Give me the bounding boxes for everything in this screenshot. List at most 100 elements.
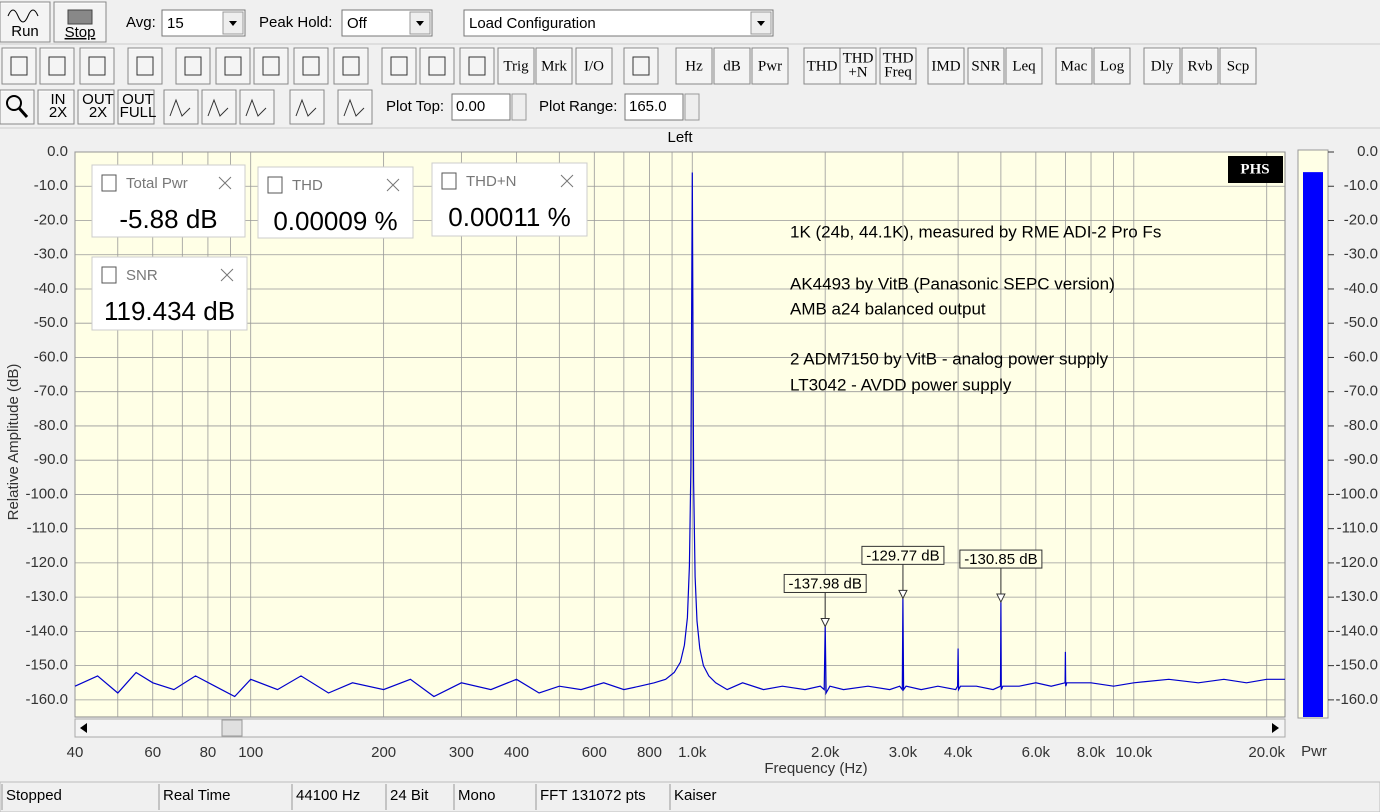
icon-button[interactable] — [381, 47, 417, 85]
scroll-thumb[interactable] — [221, 719, 243, 737]
readout-widget[interactable]: SNR 119.434 dB — [91, 256, 248, 331]
widget-value: -5.88 dB — [119, 204, 217, 234]
x-tick-label: 60 — [144, 744, 161, 761]
meter-tick-label: -60.0 — [1344, 348, 1378, 365]
icon-button[interactable] — [127, 47, 163, 85]
icon-glyph — [302, 56, 320, 76]
tool-button-label: Freq — [884, 64, 912, 80]
stop-button[interactable]: Stop — [53, 1, 107, 43]
button-face — [459, 47, 495, 85]
zoom-button-label: OUT — [82, 91, 114, 108]
icon-button[interactable] — [333, 47, 369, 85]
widget-icon — [267, 176, 283, 194]
tool-button-label: dB — [723, 58, 741, 74]
button-face — [381, 47, 417, 85]
status-text: 24 Bit — [390, 787, 429, 804]
zoom-button-label: FULL — [120, 104, 157, 121]
tool-button[interactable]: Rvb — [1181, 47, 1219, 85]
icon-button[interactable] — [1, 47, 37, 85]
spinner[interactable] — [684, 93, 700, 121]
tool-button[interactable]: Mrk — [535, 47, 573, 85]
icon-glyph — [224, 56, 242, 76]
readout-widget[interactable]: Total Pwr -5.88 dB — [91, 164, 246, 238]
zoom-button[interactable] — [0, 89, 35, 125]
icon-button[interactable] — [163, 89, 199, 125]
icon-button[interactable] — [459, 47, 495, 85]
icon-button[interactable] — [239, 89, 275, 125]
icon-button[interactable] — [201, 89, 237, 125]
tool-button-label: Scp — [1227, 58, 1250, 74]
button-face — [337, 89, 373, 125]
widget-value: 119.434 dB — [104, 296, 235, 326]
icon-glyph — [207, 98, 229, 117]
tool-button[interactable]: IMD — [927, 47, 965, 85]
tool-button[interactable]: dB — [713, 47, 751, 85]
y-tick-label: -30.0 — [34, 246, 68, 263]
tool-button[interactable]: Mac — [1055, 47, 1093, 85]
status-text: Stopped — [6, 787, 62, 804]
tool-button[interactable]: SNR — [967, 47, 1005, 85]
y-tick-label: -120.0 — [25, 554, 68, 571]
config-select[interactable]: Load Configuration — [463, 9, 774, 37]
widget-icon — [441, 172, 457, 190]
icon-button[interactable] — [175, 47, 211, 85]
spinner[interactable] — [511, 93, 527, 121]
scroll-left[interactable] — [80, 723, 87, 733]
icon-button[interactable] — [79, 47, 115, 85]
readout-widget[interactable]: THD+N 0.00011 % — [431, 162, 588, 237]
tool-button[interactable]: Dly — [1143, 47, 1181, 85]
tool-button[interactable]: Log — [1093, 47, 1131, 85]
plot-range-input[interactable] — [624, 93, 684, 121]
x-tick-label: 1.0k — [678, 744, 707, 761]
icon-glyph — [10, 56, 28, 76]
x-tick-label: 40 — [67, 744, 84, 761]
plot-area — [74, 151, 1286, 718]
y-tick-label: -130.0 — [25, 588, 68, 605]
combo-arrow — [229, 21, 237, 26]
tool-button[interactable]: I/O — [575, 47, 613, 85]
widget-title: THD+N — [466, 173, 516, 190]
button-face — [927, 47, 965, 85]
button-face — [623, 47, 659, 85]
scroll-right[interactable] — [1272, 723, 1279, 733]
marker-box — [783, 573, 867, 593]
run-button[interactable]: Run — [0, 1, 51, 43]
icon-button[interactable] — [293, 47, 329, 85]
button-face — [0, 89, 35, 125]
button-face — [77, 89, 115, 125]
widget-icon — [101, 266, 117, 284]
meter-tick-label: -100.0 — [1335, 485, 1378, 502]
tool-button[interactable]: Hz — [675, 47, 713, 85]
button-face — [535, 47, 573, 85]
icon-button[interactable] — [623, 47, 659, 85]
button-face — [575, 47, 613, 85]
tool-button[interactable]: Leq — [1005, 47, 1043, 85]
tool-button[interactable]: Scp — [1219, 47, 1257, 85]
readout-widget[interactable]: THD 0.00009 % — [257, 166, 414, 239]
icon-button[interactable] — [215, 47, 251, 85]
tool-button[interactable]: Trig — [497, 47, 535, 85]
tool-button[interactable]: THD — [803, 47, 841, 85]
icon-glyph — [428, 56, 446, 76]
scrollbar[interactable] — [74, 718, 1286, 738]
avg-select[interactable]: 15 — [161, 9, 246, 37]
icon-button[interactable] — [289, 89, 325, 125]
peak-hold-select[interactable]: Off — [341, 9, 433, 37]
y-tick-label: -140.0 — [25, 622, 68, 639]
tool-button[interactable]: Pwr — [751, 47, 789, 85]
plot-top-input[interactable] — [451, 93, 511, 121]
widget-value: 0.00009 % — [273, 206, 397, 236]
button-face — [175, 47, 211, 85]
icon-button[interactable] — [337, 89, 373, 125]
widget-title: THD — [292, 177, 323, 194]
icon-button[interactable] — [253, 47, 289, 85]
tool-button[interactable]: THD+N — [839, 47, 877, 85]
icon-button[interactable] — [419, 47, 455, 85]
button-face — [879, 47, 917, 85]
icon-button[interactable] — [39, 47, 75, 85]
